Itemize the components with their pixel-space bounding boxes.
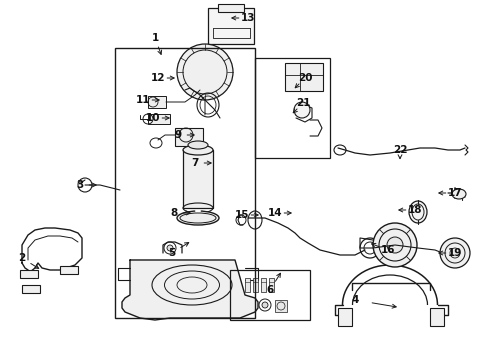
Text: 16: 16 bbox=[380, 245, 394, 255]
Bar bbox=[252, 278, 258, 292]
Text: 6: 6 bbox=[266, 285, 273, 295]
Text: 5: 5 bbox=[168, 248, 175, 258]
Bar bbox=[207, 8, 253, 44]
Ellipse shape bbox=[177, 211, 219, 225]
Bar bbox=[429, 308, 443, 326]
Text: 10: 10 bbox=[145, 113, 160, 123]
Text: 21: 21 bbox=[295, 98, 309, 108]
Text: 13: 13 bbox=[240, 13, 255, 23]
Polygon shape bbox=[122, 260, 258, 320]
Bar bbox=[337, 308, 351, 326]
Text: 15: 15 bbox=[234, 210, 249, 220]
Text: 11: 11 bbox=[136, 95, 150, 105]
Ellipse shape bbox=[183, 145, 213, 155]
Bar bbox=[229, 270, 309, 320]
Text: 2: 2 bbox=[19, 253, 25, 263]
Text: 3: 3 bbox=[76, 180, 83, 190]
Text: 22: 22 bbox=[392, 145, 407, 155]
Ellipse shape bbox=[408, 201, 426, 223]
Text: 19: 19 bbox=[447, 248, 461, 258]
Text: 17: 17 bbox=[447, 188, 461, 198]
Bar bbox=[60, 266, 78, 274]
Text: 9: 9 bbox=[174, 130, 181, 140]
Circle shape bbox=[262, 302, 267, 308]
Text: 8: 8 bbox=[170, 208, 177, 218]
Circle shape bbox=[439, 238, 469, 268]
Text: 14: 14 bbox=[267, 208, 282, 218]
Bar bbox=[148, 96, 165, 108]
Bar bbox=[218, 4, 244, 12]
Text: 4: 4 bbox=[350, 295, 358, 305]
Bar bbox=[148, 114, 170, 124]
Ellipse shape bbox=[451, 189, 465, 199]
Bar bbox=[22, 285, 40, 293]
Text: 7: 7 bbox=[191, 158, 198, 168]
Circle shape bbox=[386, 237, 402, 253]
Bar bbox=[183, 150, 213, 208]
Bar bbox=[268, 278, 273, 292]
Circle shape bbox=[293, 102, 309, 118]
Ellipse shape bbox=[187, 141, 207, 149]
Bar bbox=[20, 270, 38, 278]
Circle shape bbox=[167, 245, 173, 251]
Circle shape bbox=[372, 223, 416, 267]
Circle shape bbox=[177, 44, 232, 100]
Bar bbox=[285, 63, 323, 91]
Text: 18: 18 bbox=[407, 205, 421, 215]
Bar bbox=[261, 278, 265, 292]
Text: 20: 20 bbox=[297, 73, 312, 83]
Bar bbox=[244, 278, 249, 292]
Circle shape bbox=[449, 248, 459, 258]
Text: 1: 1 bbox=[151, 33, 158, 43]
Bar bbox=[175, 128, 203, 146]
Bar bbox=[254, 58, 329, 158]
Bar bbox=[274, 300, 286, 312]
Text: 12: 12 bbox=[150, 73, 165, 83]
Bar bbox=[115, 48, 254, 318]
